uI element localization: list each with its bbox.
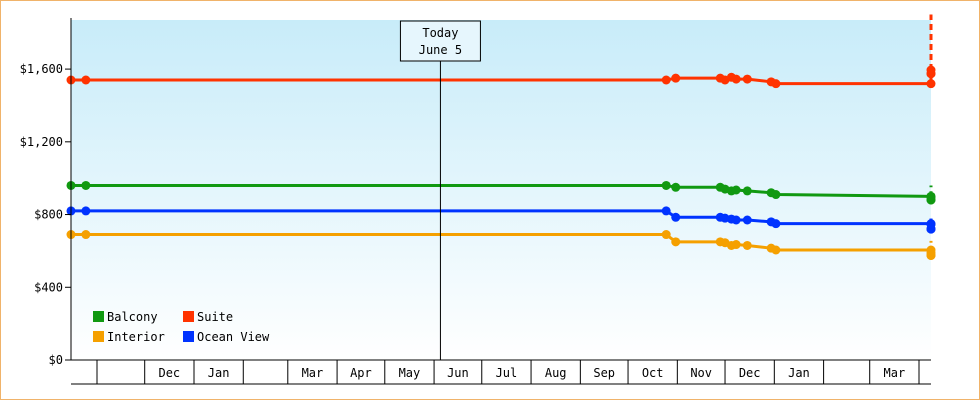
data-point [661, 180, 671, 190]
data-point [771, 190, 781, 200]
legend-swatch [93, 331, 104, 342]
x-tick-label: Mar [884, 366, 906, 380]
x-tick-label: Jan [788, 366, 810, 380]
y-tick-label: $800 [34, 208, 63, 222]
data-point [731, 185, 741, 195]
x-tick-label: Apr [350, 366, 372, 380]
data-point [926, 248, 936, 258]
data-point [731, 74, 741, 84]
today-label-text: Today [422, 26, 458, 40]
x-tick-label: Dec [739, 366, 761, 380]
x-tick-label: Sep [593, 366, 615, 380]
today-label-box [399, 20, 481, 62]
x-tick-label: Dec [158, 366, 180, 380]
data-point [771, 245, 781, 255]
legend-swatch [183, 311, 194, 322]
data-point [742, 74, 752, 84]
data-point [81, 75, 91, 85]
x-tick-label: Jan [208, 366, 230, 380]
x-tick-label: Aug [545, 366, 567, 380]
x-tick-label: Nov [690, 366, 712, 380]
x-tick-label: Mar [302, 366, 324, 380]
x-tick-label: May [399, 366, 421, 380]
data-point [926, 79, 936, 89]
data-point [731, 240, 741, 250]
data-point [926, 65, 936, 75]
data-point [771, 79, 781, 89]
y-tick-label: $0 [49, 353, 63, 367]
legend-label: Interior [107, 330, 165, 344]
legend-label: Balcony [107, 310, 158, 324]
x-tick-label: Oct [642, 366, 664, 380]
plot-area [71, 20, 931, 360]
data-point [671, 182, 681, 192]
data-point [742, 215, 752, 225]
legend-label: Suite [197, 310, 233, 324]
data-point [81, 206, 91, 216]
data-point [926, 192, 936, 202]
data-point [671, 212, 681, 222]
data-point [742, 186, 752, 196]
x-tick-label: Jun [447, 366, 469, 380]
y-tick-label: $1,600 [20, 62, 63, 76]
y-tick-label: $400 [34, 280, 63, 294]
y-tick-label: $1,200 [20, 135, 63, 149]
data-point [81, 230, 91, 240]
data-point [661, 206, 671, 216]
data-point [661, 75, 671, 85]
data-point [771, 219, 781, 229]
data-point [742, 240, 752, 250]
data-point [731, 215, 741, 225]
today-label-text: June 5 [419, 43, 462, 57]
legend-swatch [183, 331, 194, 342]
legend-swatch [93, 311, 104, 322]
x-tick-label: Jul [496, 366, 518, 380]
data-point [661, 230, 671, 240]
legend-label: Ocean View [197, 330, 270, 344]
data-point [926, 220, 936, 230]
data-point [671, 237, 681, 247]
data-point [671, 73, 681, 83]
data-point [81, 180, 91, 190]
